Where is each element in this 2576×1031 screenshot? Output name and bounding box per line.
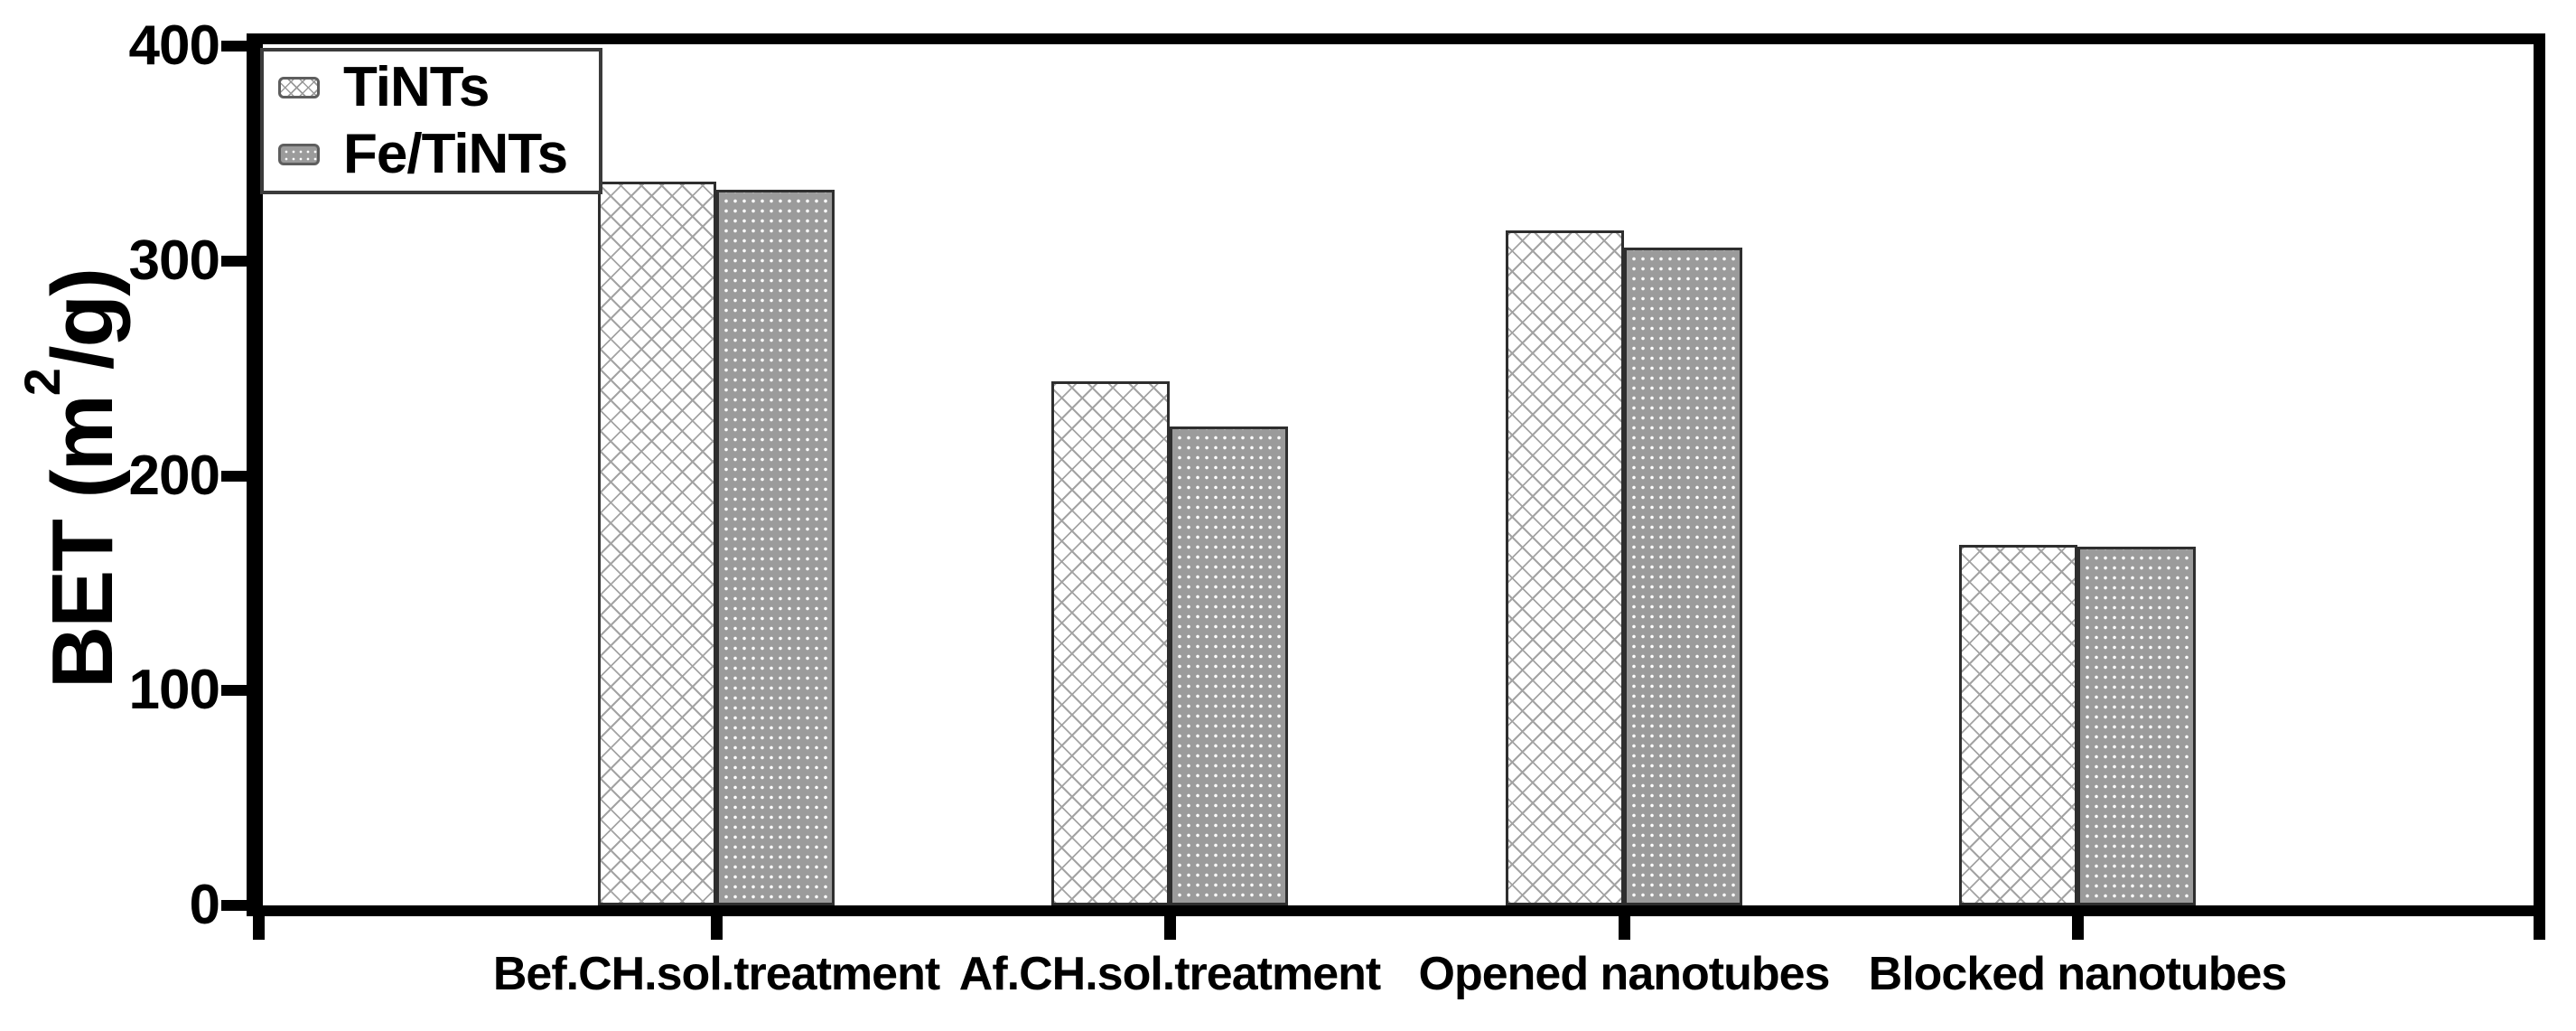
y-tick-0 <box>221 900 248 911</box>
legend-label-tints: TiNTs <box>343 56 490 118</box>
y-tick-label-0: 0 <box>189 874 220 936</box>
bar-fetints-group-2 <box>1170 426 1288 905</box>
y-tick-label-100: 100 <box>128 659 220 722</box>
bar-fetints-group-3 <box>1624 248 1742 905</box>
x-tick-1 <box>253 915 265 940</box>
bar-fetints-group-4 <box>2077 547 2196 905</box>
bar-tints-group-4 <box>1959 545 2077 905</box>
bar-tints-group-1 <box>598 182 716 905</box>
y-axis-title-prefix: BET (m <box>34 396 131 689</box>
legend-swatch-fetints <box>278 144 320 165</box>
bar-fetints-group-1 <box>716 190 835 905</box>
bar-tints-group-3 <box>1506 230 1624 905</box>
plot-frame-top <box>247 33 2545 44</box>
legend-label-fetints: Fe/TiNTs <box>343 123 568 185</box>
x-tick-5 <box>2072 915 2084 940</box>
legend-row-fetints: Fe/TiNTs <box>278 125 599 184</box>
y-tick-label-200: 200 <box>128 444 220 507</box>
y-tick-400 <box>221 41 248 52</box>
legend-row-tints: TiNTs <box>278 58 599 117</box>
y-tick-200 <box>221 470 248 482</box>
y-tick-label-400: 400 <box>128 14 220 77</box>
x-tick-4 <box>1619 915 1630 940</box>
x-category-label-4: Blocked nanotubes <box>1868 948 2288 1000</box>
x-category-label-2: Af.CH.sol.treatment <box>958 948 1381 1000</box>
plot-frame-right <box>2534 33 2545 916</box>
y-axis-title: BET (m2/g) <box>14 0 131 1021</box>
y-tick-100 <box>221 685 248 697</box>
legend-swatch-tints <box>278 77 320 98</box>
x-tick-3 <box>1164 915 1176 940</box>
legend: TiNTs Fe/TiNTs <box>260 48 602 194</box>
x-axis-line <box>247 905 2545 916</box>
x-tick-2 <box>711 915 723 940</box>
y-tick-label-300: 300 <box>128 229 220 292</box>
x-category-label-3: Opened nanotubes <box>1418 948 1831 1000</box>
x-category-label-1: Bef.CH.sol.treatment <box>492 948 940 1000</box>
y-axis-line <box>247 33 263 916</box>
x-tick-6 <box>2534 915 2545 940</box>
y-tick-300 <box>221 255 248 267</box>
y-axis-title-superscript: 2 <box>14 370 70 397</box>
bar-tints-group-2 <box>1051 381 1170 905</box>
